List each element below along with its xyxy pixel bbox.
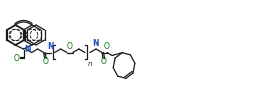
Text: O: O	[104, 42, 110, 51]
Text: H: H	[49, 45, 53, 50]
Text: H: H	[94, 42, 98, 47]
Text: O: O	[14, 54, 20, 62]
Text: n: n	[88, 60, 92, 66]
Text: N: N	[93, 39, 99, 48]
Text: O: O	[42, 57, 48, 66]
Text: O: O	[67, 42, 73, 51]
Text: N: N	[47, 42, 54, 51]
Text: O: O	[101, 57, 107, 66]
Text: N: N	[25, 45, 31, 54]
